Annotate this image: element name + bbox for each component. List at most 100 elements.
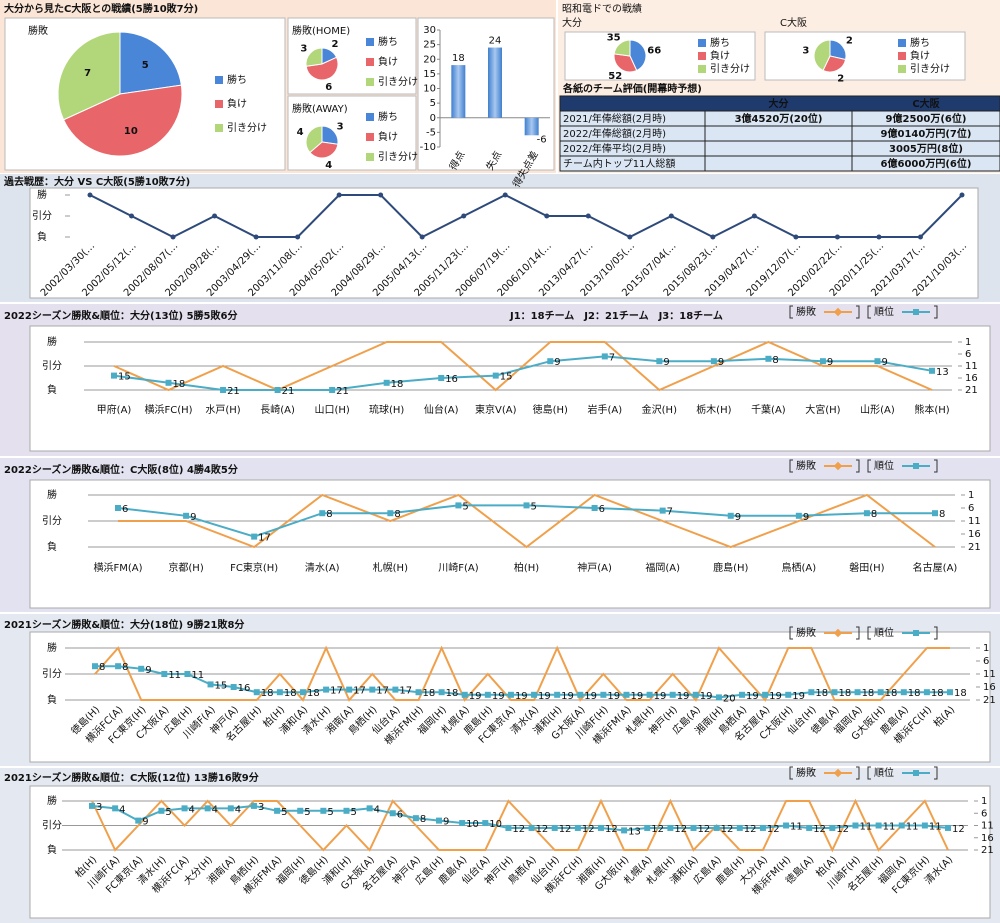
y2-tick-label: 11 — [968, 516, 981, 527]
marker — [785, 691, 792, 698]
y2-tick-label: 11 — [983, 669, 996, 680]
data-label: 11 — [906, 822, 919, 833]
marker — [554, 691, 561, 698]
table-cell — [704, 140, 853, 157]
legend-marker — [833, 768, 843, 778]
y-tick-label: 負 — [47, 384, 57, 396]
x-tick-label: 熊本(H) — [914, 403, 949, 416]
chart-title: 2022シーズン勝敗&順位：大分(13位) 5勝5敗6分 — [4, 309, 237, 322]
data-label: 19 — [515, 691, 528, 702]
legend-swatch — [366, 153, 374, 161]
legend-label: 順位 — [874, 766, 894, 779]
marker — [115, 505, 121, 511]
marker — [831, 689, 838, 696]
marker — [320, 807, 327, 814]
x-tick-label: 鳥栖(A) — [782, 561, 817, 574]
marker — [253, 689, 260, 696]
data-label: 17 — [399, 686, 412, 697]
data-label: 15 — [215, 680, 228, 691]
y-tick-label: 勝 — [47, 641, 57, 654]
data-label: 8 — [122, 662, 128, 673]
legend-swatch — [898, 52, 906, 60]
legend-label: 勝ち — [227, 73, 247, 86]
marker — [623, 691, 630, 698]
pie-slice — [613, 39, 631, 57]
marker — [227, 805, 234, 812]
legend-label: 負け — [710, 50, 730, 62]
x-tick-label: 山形(A) — [860, 404, 895, 416]
marker — [297, 807, 304, 814]
data-label: 16 — [445, 374, 458, 385]
pie-value-label: 10 — [124, 126, 138, 137]
data-label: 9 — [881, 357, 887, 368]
data-label: 9 — [803, 512, 809, 523]
marker — [736, 824, 743, 831]
series-line — [94, 645, 950, 702]
legend-label: 引き分け — [910, 63, 950, 75]
marker — [204, 805, 211, 812]
marker — [274, 807, 281, 814]
y-tick-label: 10 — [423, 84, 436, 95]
data-label: 11 — [168, 670, 181, 681]
data-label: 18 — [862, 688, 875, 699]
pie-slice — [829, 39, 847, 61]
marker — [690, 824, 697, 831]
x-tick-label: 札幌(H) — [373, 561, 408, 574]
column-header: C大阪 — [912, 97, 940, 110]
data-label: 21 — [282, 386, 295, 397]
marker — [667, 824, 674, 831]
x-tick-label: 東京V(A) — [475, 403, 517, 416]
marker — [507, 691, 514, 698]
data-label: 8 — [772, 355, 778, 366]
marker — [932, 510, 938, 517]
pie-title: 大分 — [562, 16, 582, 29]
data-label: 19 — [492, 691, 505, 702]
y-tick-label: 15 — [423, 69, 436, 80]
y2-tick-label: 6 — [968, 503, 974, 514]
y2-tick-label: 16 — [965, 373, 978, 384]
data-label: 7 — [609, 352, 615, 363]
y-tick-label: 負 — [47, 844, 57, 856]
marker — [547, 358, 554, 365]
marker — [502, 192, 508, 198]
pie-slice — [321, 125, 339, 145]
data-label: 19 — [792, 691, 805, 702]
data-label: 21 — [227, 386, 240, 397]
marker — [184, 671, 191, 677]
data-label: 17 — [353, 686, 366, 697]
x-tick-label: 川崎F(A) — [438, 561, 478, 574]
data-label: 18 — [446, 688, 459, 699]
y2-tick-label: 1 — [981, 796, 987, 807]
marker — [253, 234, 259, 240]
heading: 大分から見たC大阪との戦績(5勝10敗7分) — [4, 2, 198, 15]
data-label: 9 — [190, 512, 196, 523]
x-tick-label: 水戸(H) — [205, 404, 240, 416]
column-header: 大分 — [769, 97, 789, 110]
y-tick-label: 引分 — [42, 820, 62, 832]
data-label: 17 — [376, 686, 389, 697]
table-cell — [704, 125, 853, 142]
series-line — [118, 493, 936, 549]
pie-slice — [629, 39, 647, 72]
marker — [808, 689, 815, 696]
series-line — [91, 798, 949, 853]
pie-slice — [57, 31, 121, 121]
legend-swatch — [215, 76, 223, 84]
data-label: 3 — [96, 802, 102, 813]
chart-box — [29, 479, 991, 609]
data-label: 9 — [718, 357, 724, 368]
marker — [577, 691, 584, 698]
data-label: 3 — [258, 802, 264, 813]
marker — [336, 192, 342, 198]
marker — [806, 824, 813, 831]
x-tick-label: 横浜FC(H) — [145, 403, 193, 416]
marker — [369, 686, 376, 693]
marker — [646, 691, 653, 698]
legend-swatch — [366, 38, 374, 46]
legend-label: 負け — [227, 98, 247, 110]
marker — [727, 512, 734, 519]
data-label: 11 — [191, 670, 204, 681]
marker — [739, 691, 746, 698]
legend-bracket — [789, 305, 793, 319]
marker — [876, 234, 882, 240]
